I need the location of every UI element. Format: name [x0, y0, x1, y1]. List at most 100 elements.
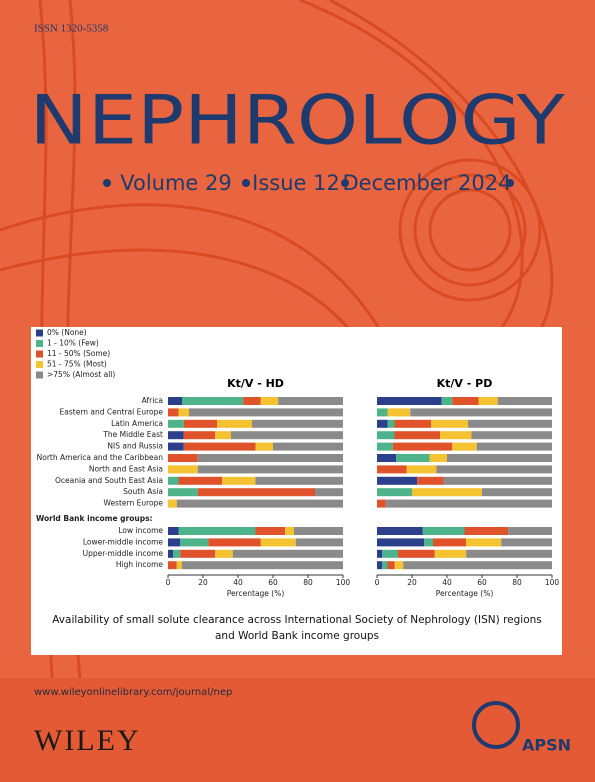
bar-segment [273, 442, 343, 451]
bar-segment [377, 465, 407, 474]
x-tick-label: 100 [336, 578, 351, 587]
bar-segment [387, 408, 411, 417]
bar-segment [398, 549, 435, 558]
category-label: Upper-middle income [83, 549, 164, 558]
footer-band [0, 678, 595, 782]
bar-segment [431, 419, 468, 428]
bar-segment [377, 561, 383, 570]
legend-label: 11 - 50% (Some) [47, 349, 110, 358]
bar-segment [168, 431, 184, 440]
legend-label: 51 - 75% (Most) [47, 360, 107, 369]
bar-segment [377, 527, 423, 535]
legend-swatch [36, 350, 43, 358]
bar-segment [466, 549, 552, 558]
bar-segment [452, 397, 479, 405]
bar-segment [403, 561, 552, 570]
legend-swatch [36, 329, 43, 337]
bar-segment [232, 549, 343, 558]
legend-swatch [36, 371, 43, 379]
bar-segment [387, 419, 395, 428]
bar-segment [387, 561, 395, 570]
bar-segment [197, 488, 315, 497]
bar-segment [180, 549, 216, 558]
bar-segment [176, 561, 182, 570]
category-label: Oceania and South East Asia [55, 476, 163, 485]
bar-segment [441, 397, 453, 405]
bar-segment [422, 527, 465, 535]
bar-segment [377, 431, 395, 440]
bar-segment [410, 408, 552, 417]
bar-segment [285, 527, 294, 535]
publisher: WILEY [34, 724, 141, 757]
category-label: North and East Asia [89, 464, 163, 473]
bar-segment [197, 465, 343, 474]
category-label: Eastern and Central Europe [60, 407, 164, 416]
bar-segment [468, 419, 552, 428]
bar-segment [178, 476, 223, 485]
bar-segment [173, 549, 181, 558]
bar-segment [440, 431, 472, 440]
bar-segment [417, 476, 444, 485]
bar-segment [215, 549, 233, 558]
category-label: High income [116, 560, 163, 569]
bar-segment [412, 488, 482, 497]
bar-segment [182, 397, 244, 405]
bar-segment [385, 499, 552, 508]
group-label: World Bank income groups: [36, 514, 153, 523]
bar-segment [377, 419, 388, 428]
category-label: Western Europe [103, 499, 163, 508]
category-label: Low income [118, 526, 163, 535]
bar-segment [447, 454, 552, 462]
bar-segment [382, 561, 388, 570]
bar-segment [497, 397, 552, 405]
bar-segment [429, 454, 447, 462]
bar-segment [231, 431, 343, 440]
bar-segment [222, 476, 256, 485]
bar-segment [178, 408, 189, 417]
bar-segment [168, 476, 179, 485]
chart-title: Kt/V - HD [227, 377, 284, 390]
bar-segment [315, 488, 343, 497]
bar-segment [176, 499, 343, 508]
category-label: Lower-middle income [83, 537, 164, 546]
legend-label: 1 - 10% (Few) [47, 339, 99, 348]
x-axis-label: Percentage (%) [436, 589, 494, 598]
x-tick-label: 20 [198, 578, 208, 587]
bar-segment [168, 538, 181, 547]
bar-segment [208, 538, 261, 547]
bar-segment [168, 419, 184, 428]
bar-segment [168, 561, 177, 570]
bar-segment [443, 476, 552, 485]
bar-segment [197, 454, 343, 462]
x-tick-label: 80 [303, 578, 313, 587]
bar-segment [168, 454, 198, 462]
bar-segment [392, 442, 453, 451]
bar-segment [394, 561, 404, 570]
legend-label: 0% (None) [47, 328, 87, 337]
bar-segment [255, 476, 343, 485]
issue: Issue 12 [252, 171, 340, 195]
x-tick-label: 60 [477, 578, 487, 587]
bar-segment [476, 442, 552, 451]
chart-title: Kt/V - PD [437, 377, 493, 390]
bar-segment [377, 476, 418, 485]
bar-segment [168, 499, 177, 508]
bar-segment [168, 549, 174, 558]
url: www.wileyonlinelibrary.com/journal/nep [34, 687, 232, 698]
logo [472, 701, 520, 749]
bar-segment [260, 397, 279, 405]
bar-segment [394, 431, 440, 440]
category-label: South Asia [123, 487, 163, 496]
bar-segment [168, 488, 198, 497]
x-tick-label: 60 [268, 578, 278, 587]
legend-swatch [36, 361, 43, 368]
x-tick-label: 40 [233, 578, 243, 587]
legend-label: >75% (Almost all) [47, 370, 115, 379]
bar-segment [377, 397, 442, 405]
category-label: North America and the Caribbean [37, 453, 164, 462]
bar-segment [424, 538, 433, 547]
bar-segment [377, 408, 388, 417]
x-tick-label: 40 [442, 578, 452, 587]
bar-segment [478, 397, 498, 405]
